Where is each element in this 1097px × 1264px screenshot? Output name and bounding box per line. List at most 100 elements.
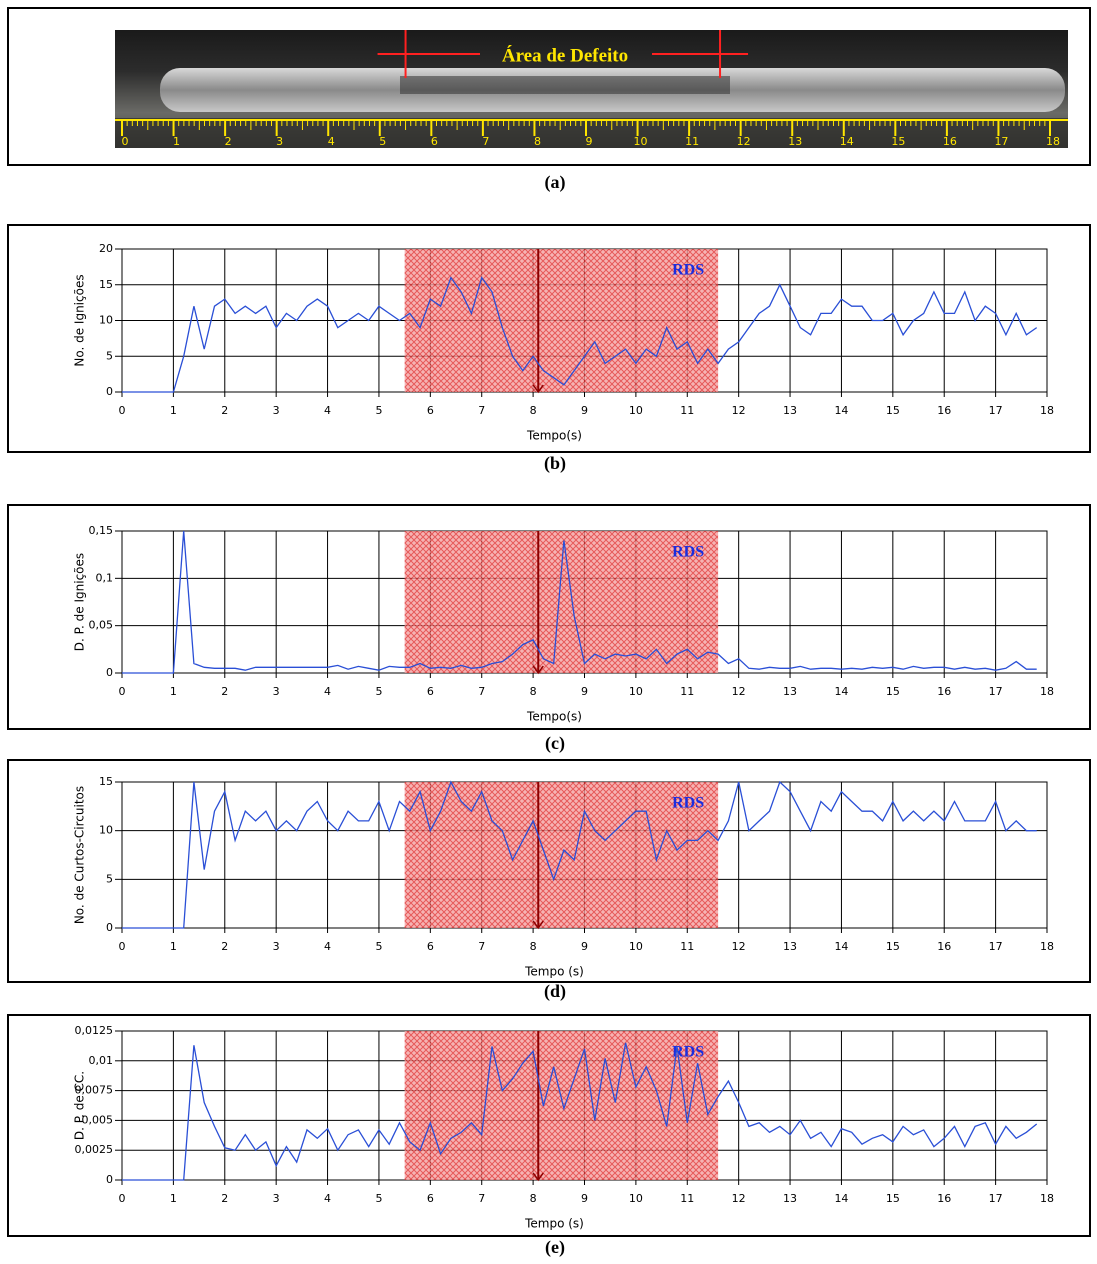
x-tick-label: 13 (783, 685, 797, 698)
x-tick-label: 12 (732, 404, 746, 417)
ruler-tick-label: 12 (737, 135, 751, 148)
x-tick-label: 10 (629, 685, 643, 698)
x-tick-label: 7 (478, 404, 485, 417)
cursor-arrow (532, 665, 544, 675)
x-tick-label: 11 (680, 1192, 694, 1205)
x-tick-label: 3 (273, 1192, 280, 1205)
y-tick-label: 0,0025 (75, 1143, 114, 1156)
x-tick-label: 8 (530, 940, 537, 953)
x-tick-label: 4 (324, 940, 331, 953)
y-tick-label: 0 (106, 921, 113, 934)
y-tick-label: 0,005 (82, 1113, 114, 1126)
x-tick-label: 13 (783, 404, 797, 417)
cursor-arrow (532, 920, 544, 930)
x-tick-label: 4 (324, 1192, 331, 1205)
x-tick-label: 15 (886, 940, 900, 953)
defect-zone (400, 76, 730, 94)
ruler-tick-label: 17 (994, 135, 1008, 148)
defect-label: Área de Defeito (502, 44, 628, 66)
caption: (e) (545, 1237, 565, 1258)
x-tick-label: 1 (170, 404, 177, 417)
ruler-tick-label: 8 (534, 135, 541, 148)
ruler-tick-label: 0 (122, 135, 129, 148)
panel-frame (7, 224, 1091, 453)
highlight-label: RDS (672, 1044, 704, 1061)
x-tick-label: 16 (937, 940, 951, 953)
x-tick-label: 15 (886, 1192, 900, 1205)
x-tick-label: 2 (221, 1192, 228, 1205)
panel-frame (7, 504, 1091, 730)
ruler-tick-label: 18 (1046, 135, 1060, 148)
x-tick-label: 1 (170, 685, 177, 698)
x-tick-label: 2 (221, 685, 228, 698)
ruler-tick-label: 14 (840, 135, 854, 148)
x-tick-label: 6 (427, 1192, 434, 1205)
panel-frame (7, 7, 1091, 166)
x-tick-label: 11 (680, 940, 694, 953)
x-tick-label: 2 (221, 404, 228, 417)
x-tick-label: 14 (834, 940, 848, 953)
caption: (d) (544, 981, 566, 1002)
y-tick-label: 10 (99, 314, 113, 327)
y-axis-label: No. de Curtos-Circuitos (73, 786, 87, 924)
x-tick-label: 9 (581, 685, 588, 698)
x-tick-label: 15 (886, 404, 900, 417)
x-tick-label: 5 (375, 685, 382, 698)
ruler-tick-label: 10 (634, 135, 648, 148)
x-tick-label: 4 (324, 685, 331, 698)
cursor-arrow (532, 384, 544, 394)
panel-frame (7, 1014, 1091, 1237)
ruler-tick-label: 15 (891, 135, 905, 148)
y-tick-label: 20 (99, 242, 113, 255)
x-tick-label: 14 (834, 404, 848, 417)
x-tick-label: 10 (629, 940, 643, 953)
y-tick-label: 0,1 (96, 571, 114, 584)
ruler-tick-label: 13 (788, 135, 802, 148)
caption: (a) (545, 172, 566, 193)
x-tick-label: 17 (989, 1192, 1003, 1205)
data-line (122, 276, 1038, 393)
x-tick-label: 12 (732, 940, 746, 953)
x-tick-label: 6 (427, 940, 434, 953)
caption: (c) (545, 733, 565, 754)
x-tick-label: 8 (530, 404, 537, 417)
y-axis-label: D. P. de CC. (73, 1071, 87, 1140)
x-tick-label: 3 (273, 404, 280, 417)
y-tick-label: 0,0125 (75, 1024, 114, 1037)
x-tick-label: 7 (478, 1192, 485, 1205)
x-tick-label: 0 (119, 1192, 126, 1205)
ruler-tick-label: 11 (685, 135, 699, 148)
x-tick-label: 17 (989, 404, 1003, 417)
ruler-tick-label: 3 (276, 135, 283, 148)
y-tick-label: 0,0075 (75, 1084, 114, 1097)
x-tick-label: 8 (530, 1192, 537, 1205)
highlight-region (404, 249, 719, 392)
x-tick-label: 12 (732, 685, 746, 698)
x-tick-label: 10 (629, 404, 643, 417)
panel-frame (7, 759, 1091, 983)
caption: (b) (544, 453, 566, 474)
x-tick-label: 10 (629, 1192, 643, 1205)
x-tick-label: 9 (581, 940, 588, 953)
x-tick-label: 18 (1040, 404, 1054, 417)
x-tick-label: 17 (989, 940, 1003, 953)
x-tick-label: 14 (834, 1192, 848, 1205)
x-tick-label: 16 (937, 404, 951, 417)
y-tick-label: 0,15 (89, 524, 114, 537)
x-tick-label: 0 (119, 404, 126, 417)
x-axis-label: Tempo(s) (526, 710, 582, 724)
y-tick-label: 5 (106, 872, 113, 885)
x-tick-label: 13 (783, 940, 797, 953)
x-tick-label: 4 (324, 404, 331, 417)
ruler-tick-label: 1 (173, 135, 180, 148)
x-tick-label: 3 (273, 940, 280, 953)
data-line (122, 530, 1037, 674)
x-tick-label: 9 (581, 1192, 588, 1205)
ruler-tick-label: 9 (586, 135, 593, 148)
y-tick-label: 0 (106, 385, 113, 398)
weld-photo: Área de Defeito (115, 30, 1068, 148)
x-tick-label: 5 (375, 940, 382, 953)
x-tick-label: 5 (375, 404, 382, 417)
y-tick-label: 0,01 (89, 1054, 114, 1067)
